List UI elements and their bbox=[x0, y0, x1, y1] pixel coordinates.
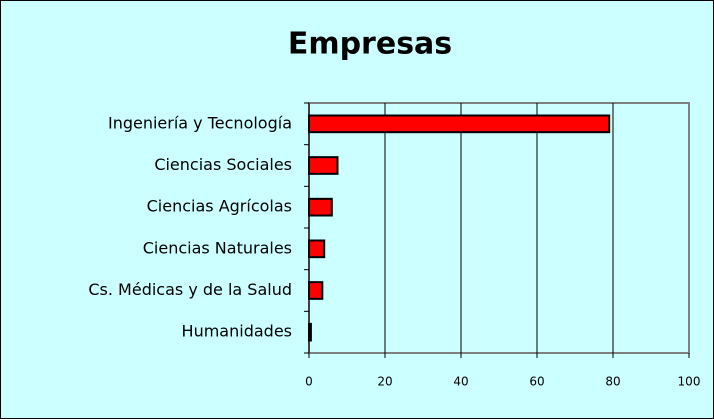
x-tick-label: 60 bbox=[529, 375, 544, 389]
chart-title: Empresas bbox=[288, 27, 452, 62]
y-tick-label: Humanidades bbox=[182, 322, 292, 341]
bar bbox=[308, 322, 312, 342]
y-tick-label: Ciencias Agrícolas bbox=[147, 197, 292, 216]
y-tick-label: Cs. Médicas y de la Salud bbox=[88, 280, 292, 299]
x-tick-label: 20 bbox=[377, 375, 392, 389]
bar bbox=[308, 281, 324, 300]
y-tick-label: Ingeniería y Tecnología bbox=[108, 113, 292, 132]
x-tick-label: 0 bbox=[305, 375, 313, 389]
y-tick-label: Ciencias Naturales bbox=[143, 238, 292, 257]
x-tick-label: 40 bbox=[453, 375, 468, 389]
bar bbox=[308, 239, 326, 259]
y-tick-label: Ciencias Sociales bbox=[154, 155, 292, 174]
x-tick-label: 100 bbox=[678, 375, 701, 389]
bar bbox=[308, 156, 339, 175]
bar bbox=[308, 114, 611, 134]
bar bbox=[308, 197, 333, 217]
x-tick-label: 80 bbox=[605, 375, 620, 389]
